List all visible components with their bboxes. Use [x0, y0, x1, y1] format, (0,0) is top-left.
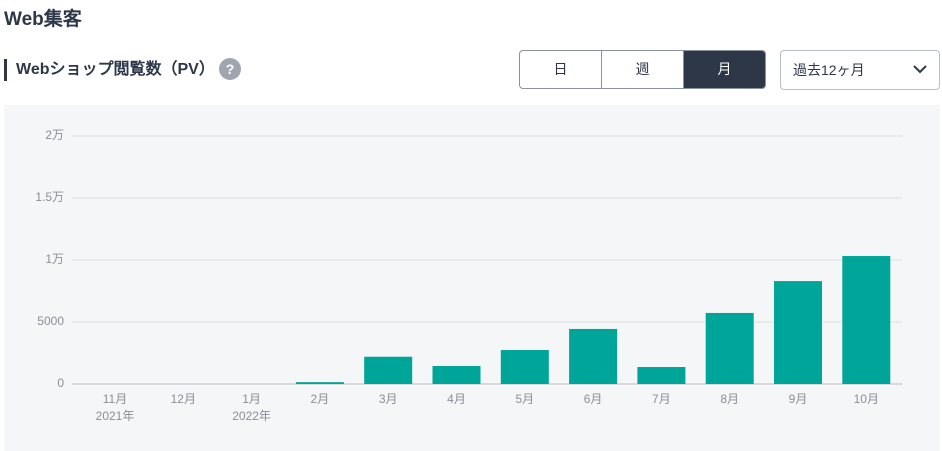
page-title: Web集客	[4, 9, 82, 30]
x-year-label: 2022年	[232, 409, 271, 423]
y-tick-label: 0	[57, 376, 64, 390]
x-year-label: 2021年	[96, 409, 135, 423]
x-tick-label: 12月	[171, 392, 196, 406]
x-tick-label: 3月	[379, 392, 398, 406]
x-tick-label: 11月	[103, 392, 127, 406]
bar	[432, 366, 481, 384]
x-tick-label: 6月	[584, 392, 603, 406]
bar	[500, 350, 549, 384]
bar	[295, 382, 344, 384]
bar	[637, 367, 686, 384]
x-tick-label: 1月	[242, 392, 261, 406]
y-tick-label: 5000	[37, 314, 64, 328]
x-tick-label: 5月	[515, 392, 534, 406]
bar	[569, 328, 618, 384]
x-tick-label: 7月	[652, 392, 671, 406]
period-tab[interactable]: 日	[553, 61, 568, 77]
x-tick-label: 8月	[720, 392, 739, 406]
x-tick-label: 4月	[447, 392, 466, 406]
range-select[interactable]: 過去12ヶ月	[780, 50, 940, 90]
help-icon[interactable]: ?	[219, 58, 241, 80]
period-tab[interactable]: 月	[683, 51, 765, 88]
section-title: Webショップ閲覧数（PV）	[4, 59, 215, 81]
y-tick-label: 1.5万	[35, 190, 64, 204]
x-tick-label: 9月	[789, 392, 808, 406]
x-tick-label: 10月	[854, 392, 879, 406]
y-tick-label: 2万	[45, 128, 64, 142]
bar	[364, 356, 413, 384]
x-tick-label: 2月	[311, 392, 330, 406]
chart-panel	[4, 105, 940, 451]
bar	[842, 256, 891, 384]
period-tabs: 日 週月	[519, 50, 766, 89]
period-tab[interactable]: 週	[601, 51, 683, 88]
range-select-label: 過去12ヶ月	[793, 62, 865, 78]
bar	[774, 281, 822, 384]
chevron	[913, 65, 927, 74]
bar	[705, 312, 754, 384]
y-tick-label: 1万	[45, 252, 64, 266]
